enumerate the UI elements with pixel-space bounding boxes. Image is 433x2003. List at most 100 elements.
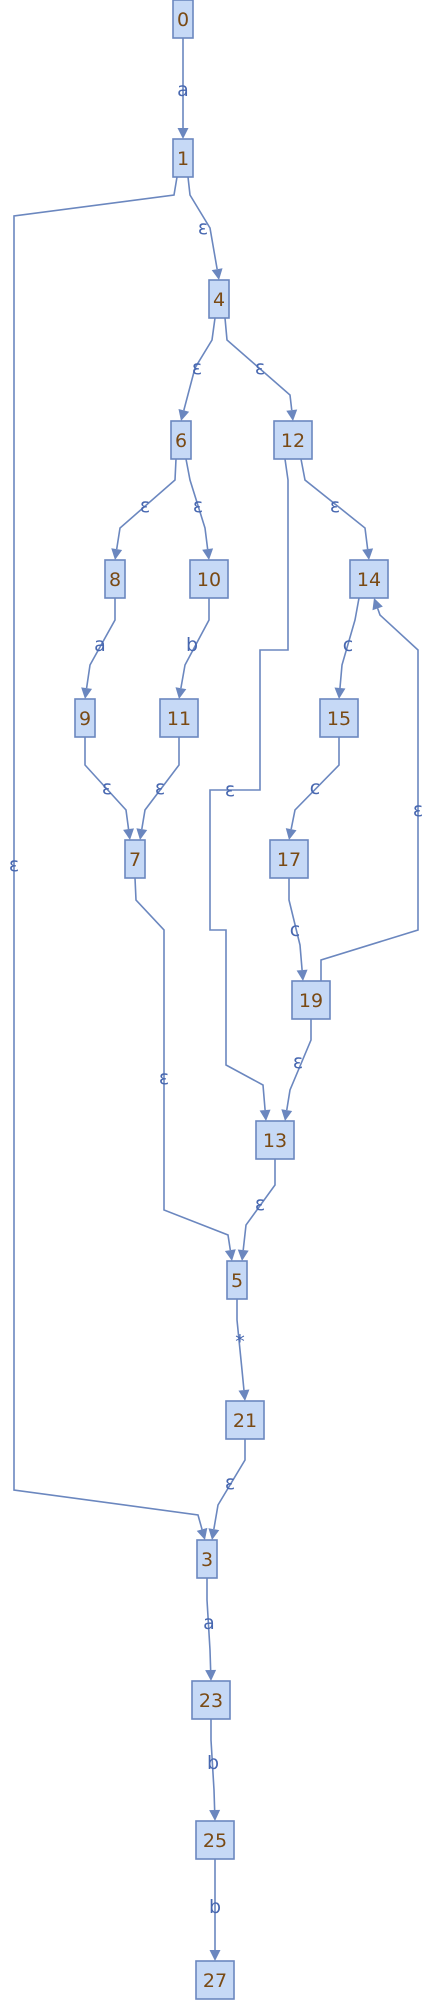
edge-23-to-25: b: [207, 1719, 221, 1821]
arrowhead: [123, 828, 134, 840]
state-node-13: 13: [255, 1120, 295, 1160]
edge-9-to-7: ε: [84, 737, 134, 840]
state-box: [170, 420, 192, 460]
edge-label: ε: [255, 1193, 265, 1215]
state-label: 8: [109, 569, 121, 591]
state-box: [255, 1120, 295, 1160]
edge-line: [187, 176, 218, 270]
state-box: [349, 559, 389, 599]
state-box: [104, 559, 126, 599]
edge-label: a: [94, 634, 106, 656]
state-label: 12: [281, 430, 305, 452]
state-label: 10: [197, 569, 221, 591]
edge-label: ε: [225, 779, 235, 801]
edge-line: [209, 458, 289, 1111]
state-label: 3: [201, 1549, 213, 1571]
edge-label: ε: [413, 799, 423, 821]
edge-line: [236, 1299, 245, 1391]
edge-6-to-8: ε: [111, 458, 177, 560]
state-node-27: 27: [195, 1960, 235, 2000]
arrowhead: [175, 687, 187, 699]
edge-line: [180, 598, 210, 689]
edge-label: a: [177, 79, 189, 101]
edge-12-to-14: ε: [300, 458, 374, 560]
edge-label: b: [186, 634, 198, 656]
edge-line: [339, 597, 360, 689]
state-box: [319, 698, 359, 738]
edge-5-to-21: *: [235, 1299, 250, 1401]
arrowhead: [281, 1109, 293, 1121]
state-box: [172, 138, 194, 178]
arrowhead: [202, 548, 214, 560]
edge-line: [213, 1439, 246, 1530]
edge-label: b: [209, 1896, 221, 1918]
state-label: 4: [213, 289, 225, 311]
state-node-11: 11: [159, 698, 199, 738]
edge-14-to-15: c: [334, 597, 360, 699]
edge-line: [115, 458, 177, 550]
arrowhead: [259, 1109, 271, 1121]
arrowhead: [209, 1950, 221, 1961]
state-label: 9: [79, 708, 91, 730]
state-box: [226, 1260, 248, 1300]
arrowhead: [224, 1249, 236, 1261]
arrowhead: [177, 128, 189, 139]
state-label: 0: [177, 9, 189, 31]
state-label: 21: [233, 1410, 257, 1432]
state-box: [195, 1960, 235, 2000]
edge-line: [13, 176, 203, 1530]
state-node-6: 6: [170, 420, 192, 460]
state-node-15: 15: [319, 698, 359, 738]
edge-3-to-23: a: [203, 1578, 217, 1681]
state-box: [172, 0, 194, 39]
arrowhead: [238, 1389, 250, 1401]
edge-line: [206, 1578, 212, 1671]
state-label: 27: [203, 1970, 227, 1992]
edge-13-to-5: ε: [237, 1159, 276, 1261]
arrowhead: [372, 598, 383, 611]
edge-4-to-6: ε: [178, 317, 216, 421]
edge-label: ε: [155, 777, 165, 799]
edge-10-to-11: b: [175, 598, 210, 699]
edge-label: b: [207, 1752, 219, 1774]
arrowhead: [334, 687, 346, 699]
edge-label: c: [343, 634, 353, 656]
edge-15-to-17: c: [285, 737, 340, 840]
edge-12-to-13: ε: [209, 458, 289, 1121]
edge-line: [290, 737, 340, 830]
state-box: [225, 1400, 265, 1440]
edge-label: ε: [193, 495, 203, 517]
edge-line: [300, 458, 369, 550]
edges-layer: a ε ε ε ε ε ε ε ε a b c ε ε c c ε ε ε ε * ε a b b: [9, 38, 423, 1961]
edge-label: c: [290, 919, 300, 941]
edge-0-to-1: a: [177, 38, 189, 139]
edge-4-to-12: ε: [224, 317, 298, 421]
state-node-12: 12: [273, 420, 313, 460]
state-node-8: 8: [104, 559, 126, 599]
state-label: 23: [199, 1690, 223, 1712]
edge-line: [288, 878, 303, 971]
edge-line: [134, 877, 232, 1251]
edge-label: ε: [198, 217, 208, 239]
state-label: 19: [299, 990, 323, 1012]
arrowhead: [209, 1809, 221, 1821]
edge-7-to-5: ε: [134, 877, 236, 1261]
edge-label: ε: [9, 854, 19, 876]
state-node-4: 4: [208, 279, 230, 319]
state-label: 17: [277, 849, 301, 871]
arrowhead: [296, 969, 308, 981]
edge-label: a: [203, 1612, 215, 1634]
edge-line: [210, 1719, 216, 1811]
state-label: 15: [327, 708, 351, 730]
edge-line: [185, 458, 209, 550]
edge-17-to-19: c: [288, 878, 308, 981]
arrowhead: [81, 687, 93, 699]
edge-line: [183, 317, 216, 411]
edge-8-to-9: a: [81, 598, 116, 699]
state-node-5: 5: [226, 1260, 248, 1300]
edge-label: c: [310, 777, 320, 799]
arrowhead: [205, 1669, 217, 1681]
edge-line: [85, 598, 116, 689]
arrowhead: [178, 408, 190, 421]
